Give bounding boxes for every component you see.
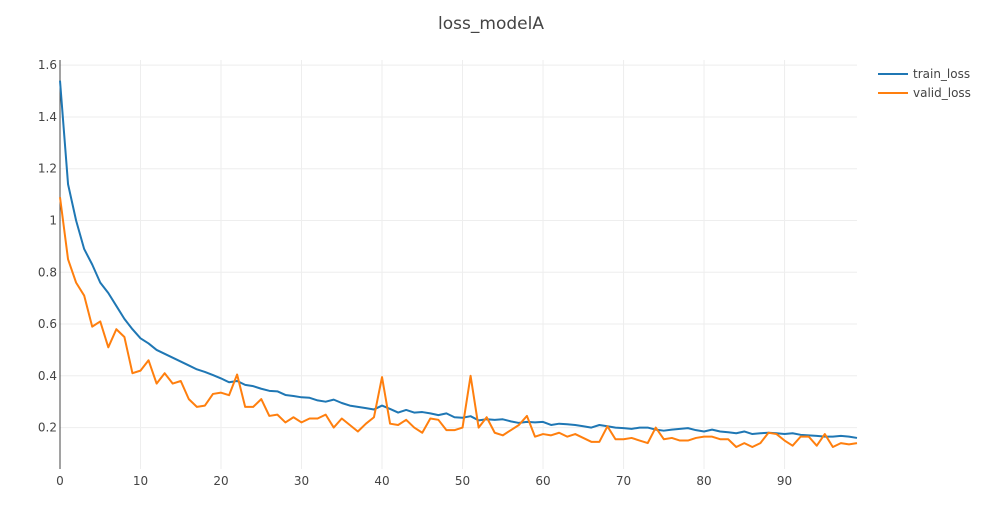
- x-tick-label: 20: [213, 474, 228, 488]
- y-tick-label: 0.2: [38, 421, 57, 435]
- y-tick-label: 1: [49, 213, 57, 227]
- y-tick-label: 1.4: [38, 110, 57, 124]
- legend-label: train_loss: [913, 67, 970, 81]
- legend-item-train_loss[interactable]: train_loss: [878, 67, 970, 81]
- chart-title: loss_modelA: [438, 14, 544, 34]
- x-axis-ticks: 0 10 20 30 40 50 60 70 80 90: [56, 474, 792, 488]
- y-tick-label: 1.6: [38, 58, 57, 72]
- x-tick-label: 70: [616, 474, 631, 488]
- x-tick-label: 50: [455, 474, 470, 488]
- y-axis-ticks: 0.2 0.4 0.6 0.8 1 1.2 1.4 1.6: [38, 58, 57, 434]
- y-tick-label: 0.6: [38, 317, 57, 331]
- x-tick-label: 40: [374, 474, 389, 488]
- x-tick-label: 90: [777, 474, 792, 488]
- series-line-valid_loss: [59, 197, 858, 448]
- x-gridlines: [140, 60, 786, 469]
- series-line-train_loss: [59, 80, 858, 439]
- y-tick-label: 1.2: [38, 162, 57, 176]
- x-tick-label: 60: [535, 474, 550, 488]
- legend-label: valid_loss: [913, 86, 971, 100]
- x-tick-label: 0: [56, 474, 64, 488]
- y-tick-label: 0.8: [38, 265, 57, 279]
- legend[interactable]: train_loss valid_loss: [878, 67, 971, 100]
- x-tick-label: 10: [133, 474, 148, 488]
- x-tick-label: 80: [696, 474, 711, 488]
- series-lines: [59, 80, 858, 448]
- x-tick-label: 30: [294, 474, 309, 488]
- legend-item-valid_loss[interactable]: valid_loss: [878, 86, 971, 100]
- y-tick-label: 0.4: [38, 369, 57, 383]
- y-gridlines: [60, 64, 857, 429]
